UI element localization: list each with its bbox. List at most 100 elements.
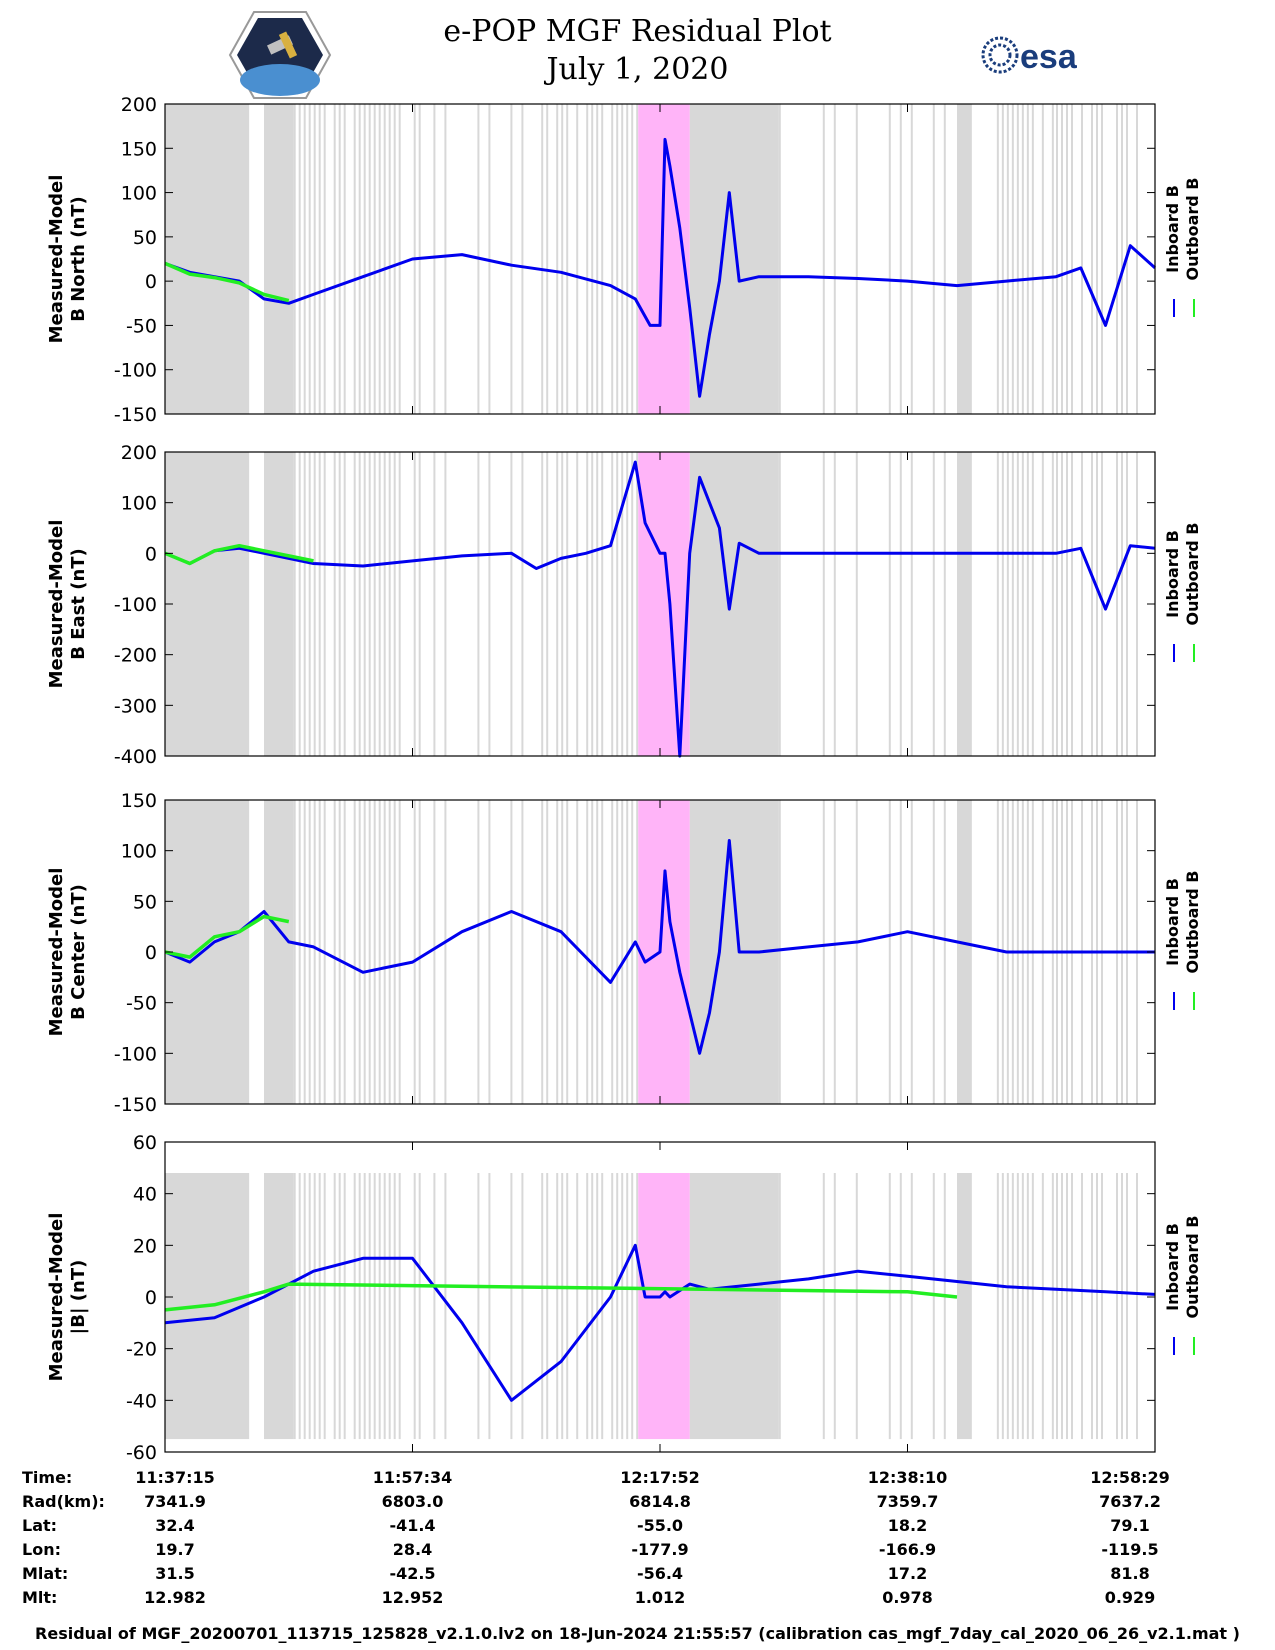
row-label: Time: (22, 1468, 73, 1487)
row-label: Mlat: (22, 1564, 69, 1583)
gap-stripe (1091, 104, 1093, 414)
axis-info-cell: -42.5 (389, 1564, 436, 1583)
gap-stripe (388, 452, 391, 756)
gap-stripe (910, 800, 913, 1104)
gap-stripe (1066, 452, 1068, 756)
gap-stripe (303, 104, 306, 414)
gap-stripe (996, 1173, 999, 1440)
axis-info-cell: 0.929 (1104, 1588, 1156, 1607)
gap-stripe (343, 104, 346, 414)
legend-label: Outboard B (1183, 523, 1202, 626)
y-axis-label: Measured-Model (46, 1213, 67, 1382)
gap-stripe (591, 452, 594, 756)
axis-info-cell: -119.5 (1101, 1540, 1159, 1559)
gap-stripe (388, 104, 391, 414)
gap-stripe (1026, 104, 1029, 414)
y-axis-label: Measured-Model (46, 175, 67, 344)
gap-stripe (353, 1173, 356, 1440)
gap-shading (264, 800, 294, 1104)
axis-info-cell: -41.4 (389, 1516, 436, 1535)
gap-stripe (596, 1173, 599, 1440)
gap-stripe (556, 1173, 559, 1440)
gap-stripe (586, 800, 589, 1104)
gap-stripe (363, 452, 366, 756)
gap-stripe (1051, 104, 1054, 414)
gap-stripe (1051, 1173, 1054, 1440)
gap-stripe (1091, 452, 1093, 756)
gap-stripe (636, 452, 639, 756)
gap-stripe (373, 104, 376, 414)
y-tick-label: -150 (114, 404, 157, 426)
gap-stripe (910, 104, 913, 414)
y-tick-label: 50 (133, 227, 157, 249)
gap-stripe (626, 800, 629, 1104)
gap-stripe (1001, 104, 1004, 414)
gap-stripe (601, 104, 604, 414)
gap-stripe (1031, 104, 1034, 414)
y-tick-label: 100 (121, 841, 157, 863)
chart-subtitle: July 1, 2020 (546, 52, 729, 87)
gap-stripe (338, 1173, 341, 1440)
gap-stripe (621, 104, 624, 414)
gap-stripe (556, 800, 559, 1104)
gap-stripe (899, 104, 902, 414)
gap-shading (689, 452, 779, 756)
gap-stripe (338, 104, 341, 414)
axis-info-cell: 6803.0 (381, 1492, 444, 1511)
gap-stripe (373, 452, 376, 756)
gap-stripe (576, 104, 579, 414)
gap-stripe (1011, 1173, 1014, 1440)
legend-label: Inboard B (1163, 530, 1182, 618)
gap-stripe (566, 1173, 569, 1440)
y-axis-label: Measured-Model (46, 868, 67, 1037)
gap-stripe (510, 452, 513, 756)
gap-stripe (1001, 452, 1004, 756)
gap-stripe (566, 104, 569, 414)
gap-stripe (393, 800, 396, 1104)
gap-stripe (621, 452, 624, 756)
gap-stripe (293, 452, 296, 756)
gap-stripe (1066, 104, 1068, 414)
axis-info-cell: 7341.9 (144, 1492, 206, 1511)
axis-info-cell: 7637.2 (1099, 1492, 1161, 1511)
y-tick-label: -50 (126, 993, 157, 1015)
gap-stripe (616, 104, 619, 414)
gap-stripe (1016, 452, 1019, 756)
gap-stripe (1116, 104, 1118, 414)
gap-stripe (596, 800, 599, 1104)
gap-stripe (591, 800, 594, 1104)
gap-stripe (996, 104, 999, 414)
gap-stripe (1006, 452, 1009, 756)
gap-stripe (358, 800, 361, 1104)
gap-stripe (293, 104, 296, 414)
gap-stripe (631, 800, 634, 1104)
gap-stripe (586, 1173, 589, 1440)
gap-stripe (343, 1173, 346, 1440)
gap-stripe (477, 800, 480, 1104)
y-tick-label: 0 (145, 1287, 157, 1309)
gap-stripe (398, 452, 401, 756)
gap-shading (957, 452, 972, 756)
gap-stripe (611, 104, 614, 414)
gap-stripe (899, 800, 902, 1104)
gap-stripe (313, 800, 316, 1104)
gap-stripe (943, 452, 946, 756)
esa-logo: esa (981, 36, 1078, 76)
row-label: Mlt: (22, 1588, 58, 1607)
y-axis-label: |B| (nT) (68, 1260, 89, 1335)
series-line-outboard-b (164, 543, 314, 566)
gap-stripe (586, 452, 589, 756)
gap-stripe (636, 1173, 639, 1440)
gap-stripe (616, 452, 619, 756)
gap-stripe (888, 104, 891, 414)
gap-stripe (1061, 452, 1063, 756)
gap-stripe (343, 452, 346, 756)
y-tick-label: 0 (145, 271, 157, 293)
gap-stripe (855, 800, 858, 1104)
gap-stripe (510, 1173, 513, 1440)
gap-stripe (433, 104, 436, 414)
gap-stripe (383, 104, 386, 414)
gap-stripe (1016, 104, 1019, 414)
gap-stripe (313, 104, 316, 414)
gap-stripe (313, 452, 316, 756)
